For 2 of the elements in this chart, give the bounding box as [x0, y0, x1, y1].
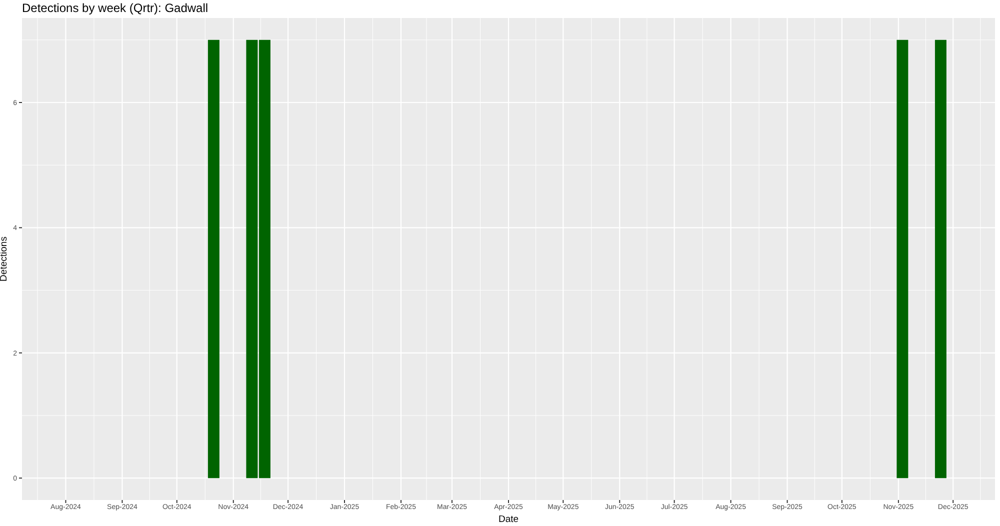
chart-title: Detections by week (Qrtr): Gadwall — [22, 1, 208, 15]
x-axis-title: Date — [498, 514, 519, 525]
